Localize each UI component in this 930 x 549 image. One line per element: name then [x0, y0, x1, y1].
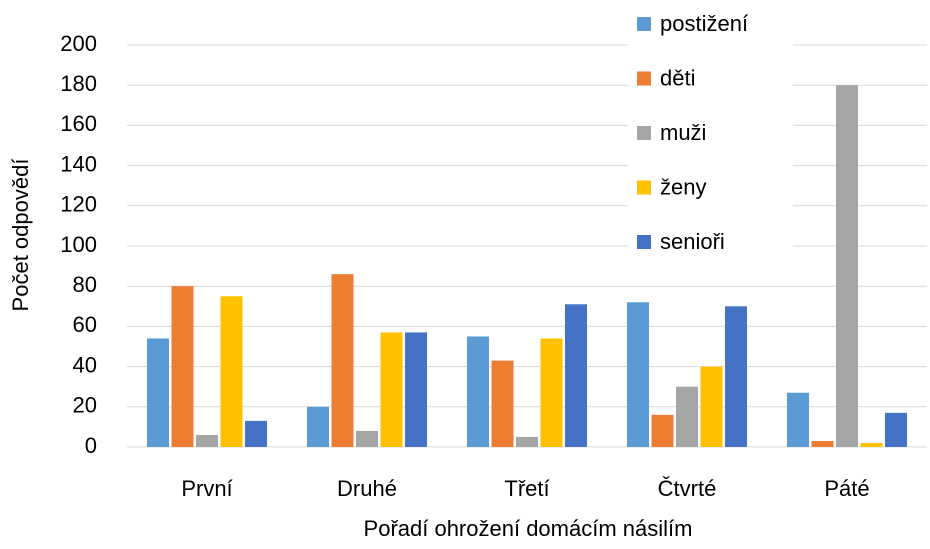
legend-label: postižení	[660, 11, 748, 36]
bar	[725, 306, 747, 447]
y-tick-label: 80	[73, 272, 97, 297]
legend-label: senioři	[660, 229, 725, 254]
y-axis-title: Počet odpovědí	[8, 159, 33, 312]
bar	[627, 302, 649, 447]
bar	[540, 338, 563, 447]
bar	[196, 434, 218, 447]
y-tick-label: 120	[60, 192, 97, 217]
y-tick-label: 180	[60, 71, 97, 96]
bar	[811, 440, 834, 447]
x-tick-label: Druhé	[337, 476, 397, 501]
x-tick-label: Páté	[824, 476, 869, 501]
y-tick-label: 200	[60, 31, 97, 56]
bar	[885, 412, 907, 447]
bar	[491, 360, 514, 447]
bar	[467, 336, 489, 447]
bar	[787, 392, 809, 447]
y-tick-label: 140	[60, 151, 97, 176]
bar	[331, 274, 354, 447]
x-tick-label: Třetí	[504, 476, 549, 501]
bar	[307, 406, 329, 447]
bar	[516, 436, 538, 447]
bar	[171, 286, 194, 447]
bar	[860, 442, 883, 447]
bar	[245, 420, 267, 447]
legend-swatch	[637, 180, 651, 195]
bar	[676, 386, 698, 447]
bar	[147, 338, 169, 447]
bar	[405, 332, 427, 447]
x-axis-title: Pořadí ohrožení domácím násilím	[364, 516, 693, 541]
bar	[565, 304, 587, 447]
legend-swatch	[637, 126, 651, 140]
bar	[651, 414, 674, 447]
legend-swatch	[637, 235, 651, 249]
legend-box	[628, 5, 793, 270]
y-tick-label: 40	[73, 352, 97, 377]
x-tick-label: První	[181, 476, 232, 501]
y-tick-label: 100	[60, 232, 97, 257]
bar	[380, 332, 403, 447]
legend-label: ženy	[660, 174, 706, 199]
bar	[220, 296, 243, 447]
legend-label: děti	[660, 65, 695, 90]
y-tick-label: 60	[73, 312, 97, 337]
legend-label: muži	[660, 120, 706, 145]
y-tick-label: 20	[73, 393, 97, 418]
bar	[356, 430, 378, 447]
legend-swatch	[637, 71, 651, 86]
y-tick-label: 0	[85, 433, 97, 458]
bar	[836, 85, 858, 447]
legend-swatch	[637, 17, 651, 31]
x-tick-label: Čtvrté	[658, 476, 717, 501]
bar	[700, 366, 723, 447]
y-tick-label: 160	[60, 111, 97, 136]
